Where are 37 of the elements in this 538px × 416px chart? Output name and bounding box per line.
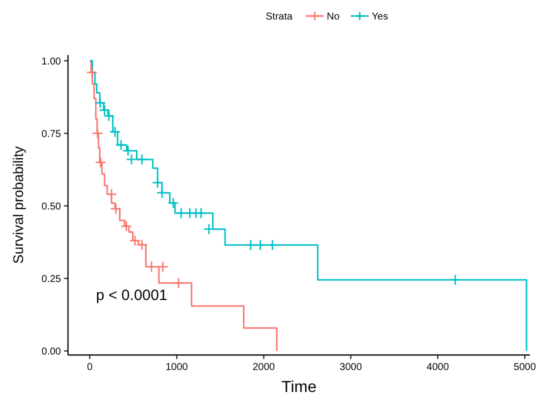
y-axis-title: Survival probability xyxy=(10,146,26,264)
point xyxy=(449,274,461,286)
point xyxy=(168,197,179,209)
point xyxy=(106,188,118,200)
point xyxy=(172,277,184,289)
annotation: p < 0.0001 xyxy=(96,287,168,304)
point xyxy=(175,207,187,219)
x-axis-title: Time xyxy=(282,379,317,396)
point xyxy=(254,239,266,251)
point xyxy=(126,154,138,166)
legend-label: Yes xyxy=(372,12,388,22)
point xyxy=(120,220,132,232)
point xyxy=(152,176,164,188)
point xyxy=(94,156,106,168)
x-tick-label: 5000 xyxy=(514,362,536,373)
x-tick-label: 4000 xyxy=(426,362,450,373)
point xyxy=(266,239,278,251)
point xyxy=(136,154,148,166)
x-tick-label: 3000 xyxy=(340,362,362,373)
legend-title: Strata xyxy=(266,12,293,22)
point xyxy=(109,126,121,138)
point xyxy=(110,203,122,214)
point xyxy=(203,223,215,235)
point xyxy=(92,128,104,140)
y-tick-label: 1.00 xyxy=(42,56,62,68)
point xyxy=(156,187,168,199)
x-tick-label: 1000 xyxy=(166,362,188,373)
legend-label: No xyxy=(326,12,340,22)
point xyxy=(195,207,207,219)
x-tick-label: 2000 xyxy=(252,362,276,373)
point xyxy=(86,66,98,78)
y-tick-label: 0.00 xyxy=(42,346,62,358)
x-tick-label: 0 xyxy=(86,362,93,373)
y-tick-label: 0.75 xyxy=(42,128,62,140)
y-tick-label: 0.50 xyxy=(42,201,62,212)
y-tick-label: 0.25 xyxy=(42,274,62,285)
point xyxy=(245,239,256,251)
